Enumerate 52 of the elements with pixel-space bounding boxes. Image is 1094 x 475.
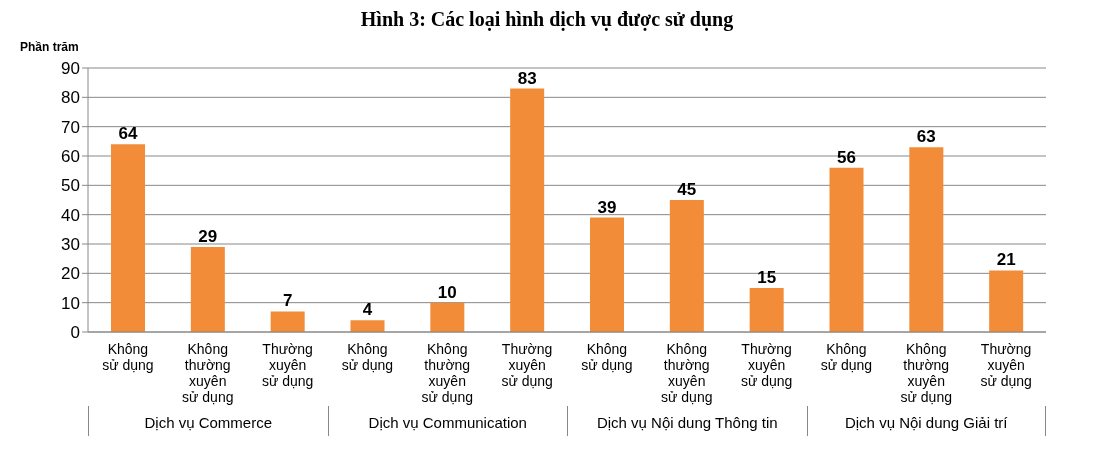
x-tick-label: Không sử dụng	[102, 341, 154, 373]
text: Dịch vụ Nội dung Giải trí	[806, 406, 1046, 436]
y-tick-label: 40	[61, 205, 80, 225]
x-tick-label: Không thường xuyên sử dụng	[661, 341, 713, 405]
bar	[909, 147, 944, 332]
y-tick-label: 80	[61, 88, 80, 108]
y-tick-label: 90	[61, 59, 80, 79]
data-label: 39	[597, 197, 617, 217]
data-label: 63	[916, 127, 936, 147]
x-tick-label: Không thường xuyên sử dụng	[900, 341, 952, 405]
x-tick-label: Thường xuyên sử dụng	[261, 341, 314, 389]
y-tick-label: 10	[61, 293, 80, 313]
bar	[190, 246, 225, 332]
x-tick-label: Không thường xuyên sử dụng	[421, 341, 473, 405]
x-tick-label: Thường xuyên sử dụng	[740, 341, 793, 389]
text: Dịch vụ Nội dung Thông tin	[567, 406, 807, 436]
y-tick-label: 20	[61, 264, 80, 284]
data-label: 56	[837, 147, 856, 167]
bar	[749, 288, 784, 332]
y-axis-title: Phần trăm	[20, 40, 79, 54]
data-label: 29	[198, 226, 218, 246]
y-tick-label: 0	[70, 323, 80, 343]
y-tick-label: 30	[61, 235, 80, 255]
bar	[270, 311, 305, 332]
x-tick-label: Không sử dụng	[341, 341, 394, 373]
y-tick-label: 50	[61, 176, 80, 196]
text: Dịch vụ Commerce	[88, 406, 328, 436]
data-label: 45	[677, 180, 697, 199]
bar	[111, 144, 145, 332]
text: Dịch vụ Communication	[327, 406, 567, 436]
data-label: 15	[757, 268, 777, 287]
data-label: 7	[282, 291, 293, 311]
bar	[430, 302, 465, 332]
bar	[350, 320, 385, 332]
x-tick-label: Thường xuyên sử dụng	[501, 341, 553, 389]
data-label: 64	[118, 124, 138, 144]
data-label: 10	[437, 282, 457, 302]
data-label: 21	[996, 250, 1016, 270]
x-tick-label: Không sử dụng	[820, 341, 873, 373]
x-tick-label: Thường xuyên sử dụng	[980, 341, 1032, 389]
bar	[829, 167, 864, 332]
chart-title: Hình 3: Các loại hình dịch vụ được sử dụng	[359, 8, 735, 32]
bar	[669, 200, 704, 332]
y-tick-label: 70	[61, 117, 80, 137]
y-tick-label: 60	[61, 147, 80, 167]
data-label: 83	[517, 68, 537, 88]
bar	[989, 270, 1024, 332]
x-tick-label: Không thường xuyên sử dụng	[182, 341, 234, 405]
bar	[510, 88, 545, 332]
x-tick-label: Không sử dụng	[581, 341, 633, 373]
data-label: 4	[362, 300, 373, 320]
bar	[590, 217, 624, 332]
